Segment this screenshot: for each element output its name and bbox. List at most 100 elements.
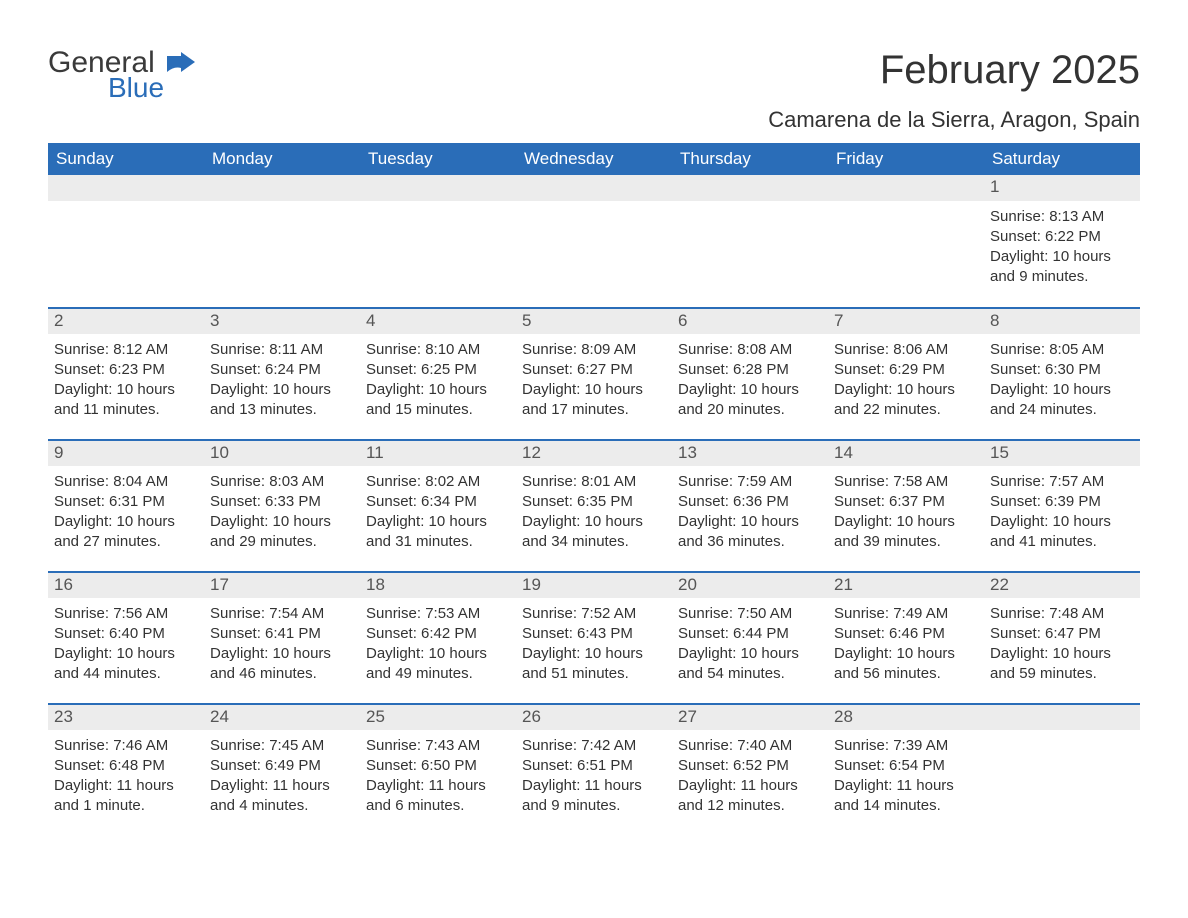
sunrise-text: Sunrise: 8:01 AM <box>522 472 666 492</box>
logo-text: General Blue <box>48 48 195 102</box>
day-cell <box>360 201 516 308</box>
daylight-text-2: and 11 minutes. <box>54 400 198 420</box>
weekday-thursday: Thursday <box>672 143 828 175</box>
day-cell: Sunrise: 7:43 AMSunset: 6:50 PMDaylight:… <box>360 730 516 836</box>
daylight-text-1: Daylight: 10 hours <box>990 512 1134 532</box>
daylight-text-1: Daylight: 10 hours <box>678 644 822 664</box>
weekday-monday: Monday <box>204 143 360 175</box>
day-number: 7 <box>828 309 984 334</box>
day-number: 19 <box>516 573 672 598</box>
daylight-text-1: Daylight: 10 hours <box>210 512 354 532</box>
day-cell: Sunrise: 8:05 AMSunset: 6:30 PMDaylight:… <box>984 334 1140 440</box>
sunset-text: Sunset: 6:46 PM <box>834 624 978 644</box>
daylight-text-2: and 51 minutes. <box>522 664 666 684</box>
daylight-text-2: and 15 minutes. <box>366 400 510 420</box>
daylight-text-2: and 31 minutes. <box>366 532 510 552</box>
sunset-text: Sunset: 6:43 PM <box>522 624 666 644</box>
weekday-sunday: Sunday <box>48 143 204 175</box>
day-number: 21 <box>828 573 984 598</box>
day-number-row: 9101112131415 <box>48 441 1140 466</box>
day-number <box>204 175 360 201</box>
sunset-text: Sunset: 6:31 PM <box>54 492 198 512</box>
day-number-row: 2345678 <box>48 309 1140 334</box>
daylight-text-1: Daylight: 10 hours <box>366 380 510 400</box>
day-number <box>828 175 984 201</box>
sunset-text: Sunset: 6:23 PM <box>54 360 198 380</box>
sunrise-text: Sunrise: 8:08 AM <box>678 340 822 360</box>
calendar: Sunday Monday Tuesday Wednesday Thursday… <box>48 143 1140 835</box>
day-number: 3 <box>204 309 360 334</box>
day-cell <box>204 201 360 308</box>
sunset-text: Sunset: 6:51 PM <box>522 756 666 776</box>
daylight-text-2: and 9 minutes. <box>522 796 666 816</box>
day-cell: Sunrise: 7:39 AMSunset: 6:54 PMDaylight:… <box>828 730 984 836</box>
daylight-text-1: Daylight: 10 hours <box>366 512 510 532</box>
sunrise-text: Sunrise: 7:53 AM <box>366 604 510 624</box>
sunset-text: Sunset: 6:41 PM <box>210 624 354 644</box>
sunset-text: Sunset: 6:49 PM <box>210 756 354 776</box>
day-cell <box>828 201 984 308</box>
day-number: 1 <box>984 175 1140 201</box>
day-number: 5 <box>516 309 672 334</box>
logo: General Blue <box>48 48 195 102</box>
sunrise-text: Sunrise: 8:13 AM <box>990 207 1134 227</box>
day-number <box>984 705 1140 730</box>
sunset-text: Sunset: 6:34 PM <box>366 492 510 512</box>
week-row: 9101112131415Sunrise: 8:04 AMSunset: 6:3… <box>48 439 1140 571</box>
day-cell: Sunrise: 8:08 AMSunset: 6:28 PMDaylight:… <box>672 334 828 440</box>
sunset-text: Sunset: 6:33 PM <box>210 492 354 512</box>
location: Camarena de la Sierra, Aragon, Spain <box>768 107 1140 133</box>
day-cell: Sunrise: 8:02 AMSunset: 6:34 PMDaylight:… <box>360 466 516 572</box>
sunset-text: Sunset: 6:44 PM <box>678 624 822 644</box>
daylight-text-2: and 54 minutes. <box>678 664 822 684</box>
sunset-text: Sunset: 6:22 PM <box>990 227 1134 247</box>
day-cell: Sunrise: 8:01 AMSunset: 6:35 PMDaylight:… <box>516 466 672 572</box>
weekday-friday: Friday <box>828 143 984 175</box>
sunset-text: Sunset: 6:28 PM <box>678 360 822 380</box>
sunrise-text: Sunrise: 8:05 AM <box>990 340 1134 360</box>
day-cell <box>672 201 828 308</box>
day-number: 12 <box>516 441 672 466</box>
day-number: 23 <box>48 705 204 730</box>
day-number: 14 <box>828 441 984 466</box>
day-number: 18 <box>360 573 516 598</box>
day-number: 8 <box>984 309 1140 334</box>
daylight-text-2: and 6 minutes. <box>366 796 510 816</box>
day-cell: Sunrise: 8:12 AMSunset: 6:23 PMDaylight:… <box>48 334 204 440</box>
sunrise-text: Sunrise: 8:12 AM <box>54 340 198 360</box>
day-cell: Sunrise: 7:58 AMSunset: 6:37 PMDaylight:… <box>828 466 984 572</box>
day-number: 25 <box>360 705 516 730</box>
sunset-text: Sunset: 6:35 PM <box>522 492 666 512</box>
sunset-text: Sunset: 6:27 PM <box>522 360 666 380</box>
day-number: 15 <box>984 441 1140 466</box>
sunset-text: Sunset: 6:25 PM <box>366 360 510 380</box>
day-number-row: 16171819202122 <box>48 573 1140 598</box>
title-block: February 2025 Camarena de la Sierra, Ara… <box>768 48 1140 133</box>
sunset-text: Sunset: 6:39 PM <box>990 492 1134 512</box>
daylight-text-1: Daylight: 10 hours <box>990 247 1134 267</box>
sunset-text: Sunset: 6:47 PM <box>990 624 1134 644</box>
sunset-text: Sunset: 6:52 PM <box>678 756 822 776</box>
sunrise-text: Sunrise: 7:58 AM <box>834 472 978 492</box>
sunset-text: Sunset: 6:40 PM <box>54 624 198 644</box>
daylight-text-1: Daylight: 10 hours <box>522 644 666 664</box>
daylight-text-1: Daylight: 10 hours <box>990 380 1134 400</box>
daylight-text-1: Daylight: 10 hours <box>54 380 198 400</box>
daylight-text-2: and 4 minutes. <box>210 796 354 816</box>
daylight-text-1: Daylight: 10 hours <box>54 644 198 664</box>
sunrise-text: Sunrise: 7:45 AM <box>210 736 354 756</box>
day-number: 24 <box>204 705 360 730</box>
day-number: 27 <box>672 705 828 730</box>
weekday-header-row: Sunday Monday Tuesday Wednesday Thursday… <box>48 143 1140 175</box>
daylight-text-2: and 14 minutes. <box>834 796 978 816</box>
day-number: 4 <box>360 309 516 334</box>
sunrise-text: Sunrise: 8:06 AM <box>834 340 978 360</box>
sunrise-text: Sunrise: 7:49 AM <box>834 604 978 624</box>
day-cell <box>516 201 672 308</box>
week-row: 232425262728Sunrise: 7:46 AMSunset: 6:48… <box>48 703 1140 835</box>
daylight-text-2: and 49 minutes. <box>366 664 510 684</box>
sunset-text: Sunset: 6:29 PM <box>834 360 978 380</box>
sunrise-text: Sunrise: 7:50 AM <box>678 604 822 624</box>
day-number: 2 <box>48 309 204 334</box>
day-cell: Sunrise: 7:40 AMSunset: 6:52 PMDaylight:… <box>672 730 828 836</box>
